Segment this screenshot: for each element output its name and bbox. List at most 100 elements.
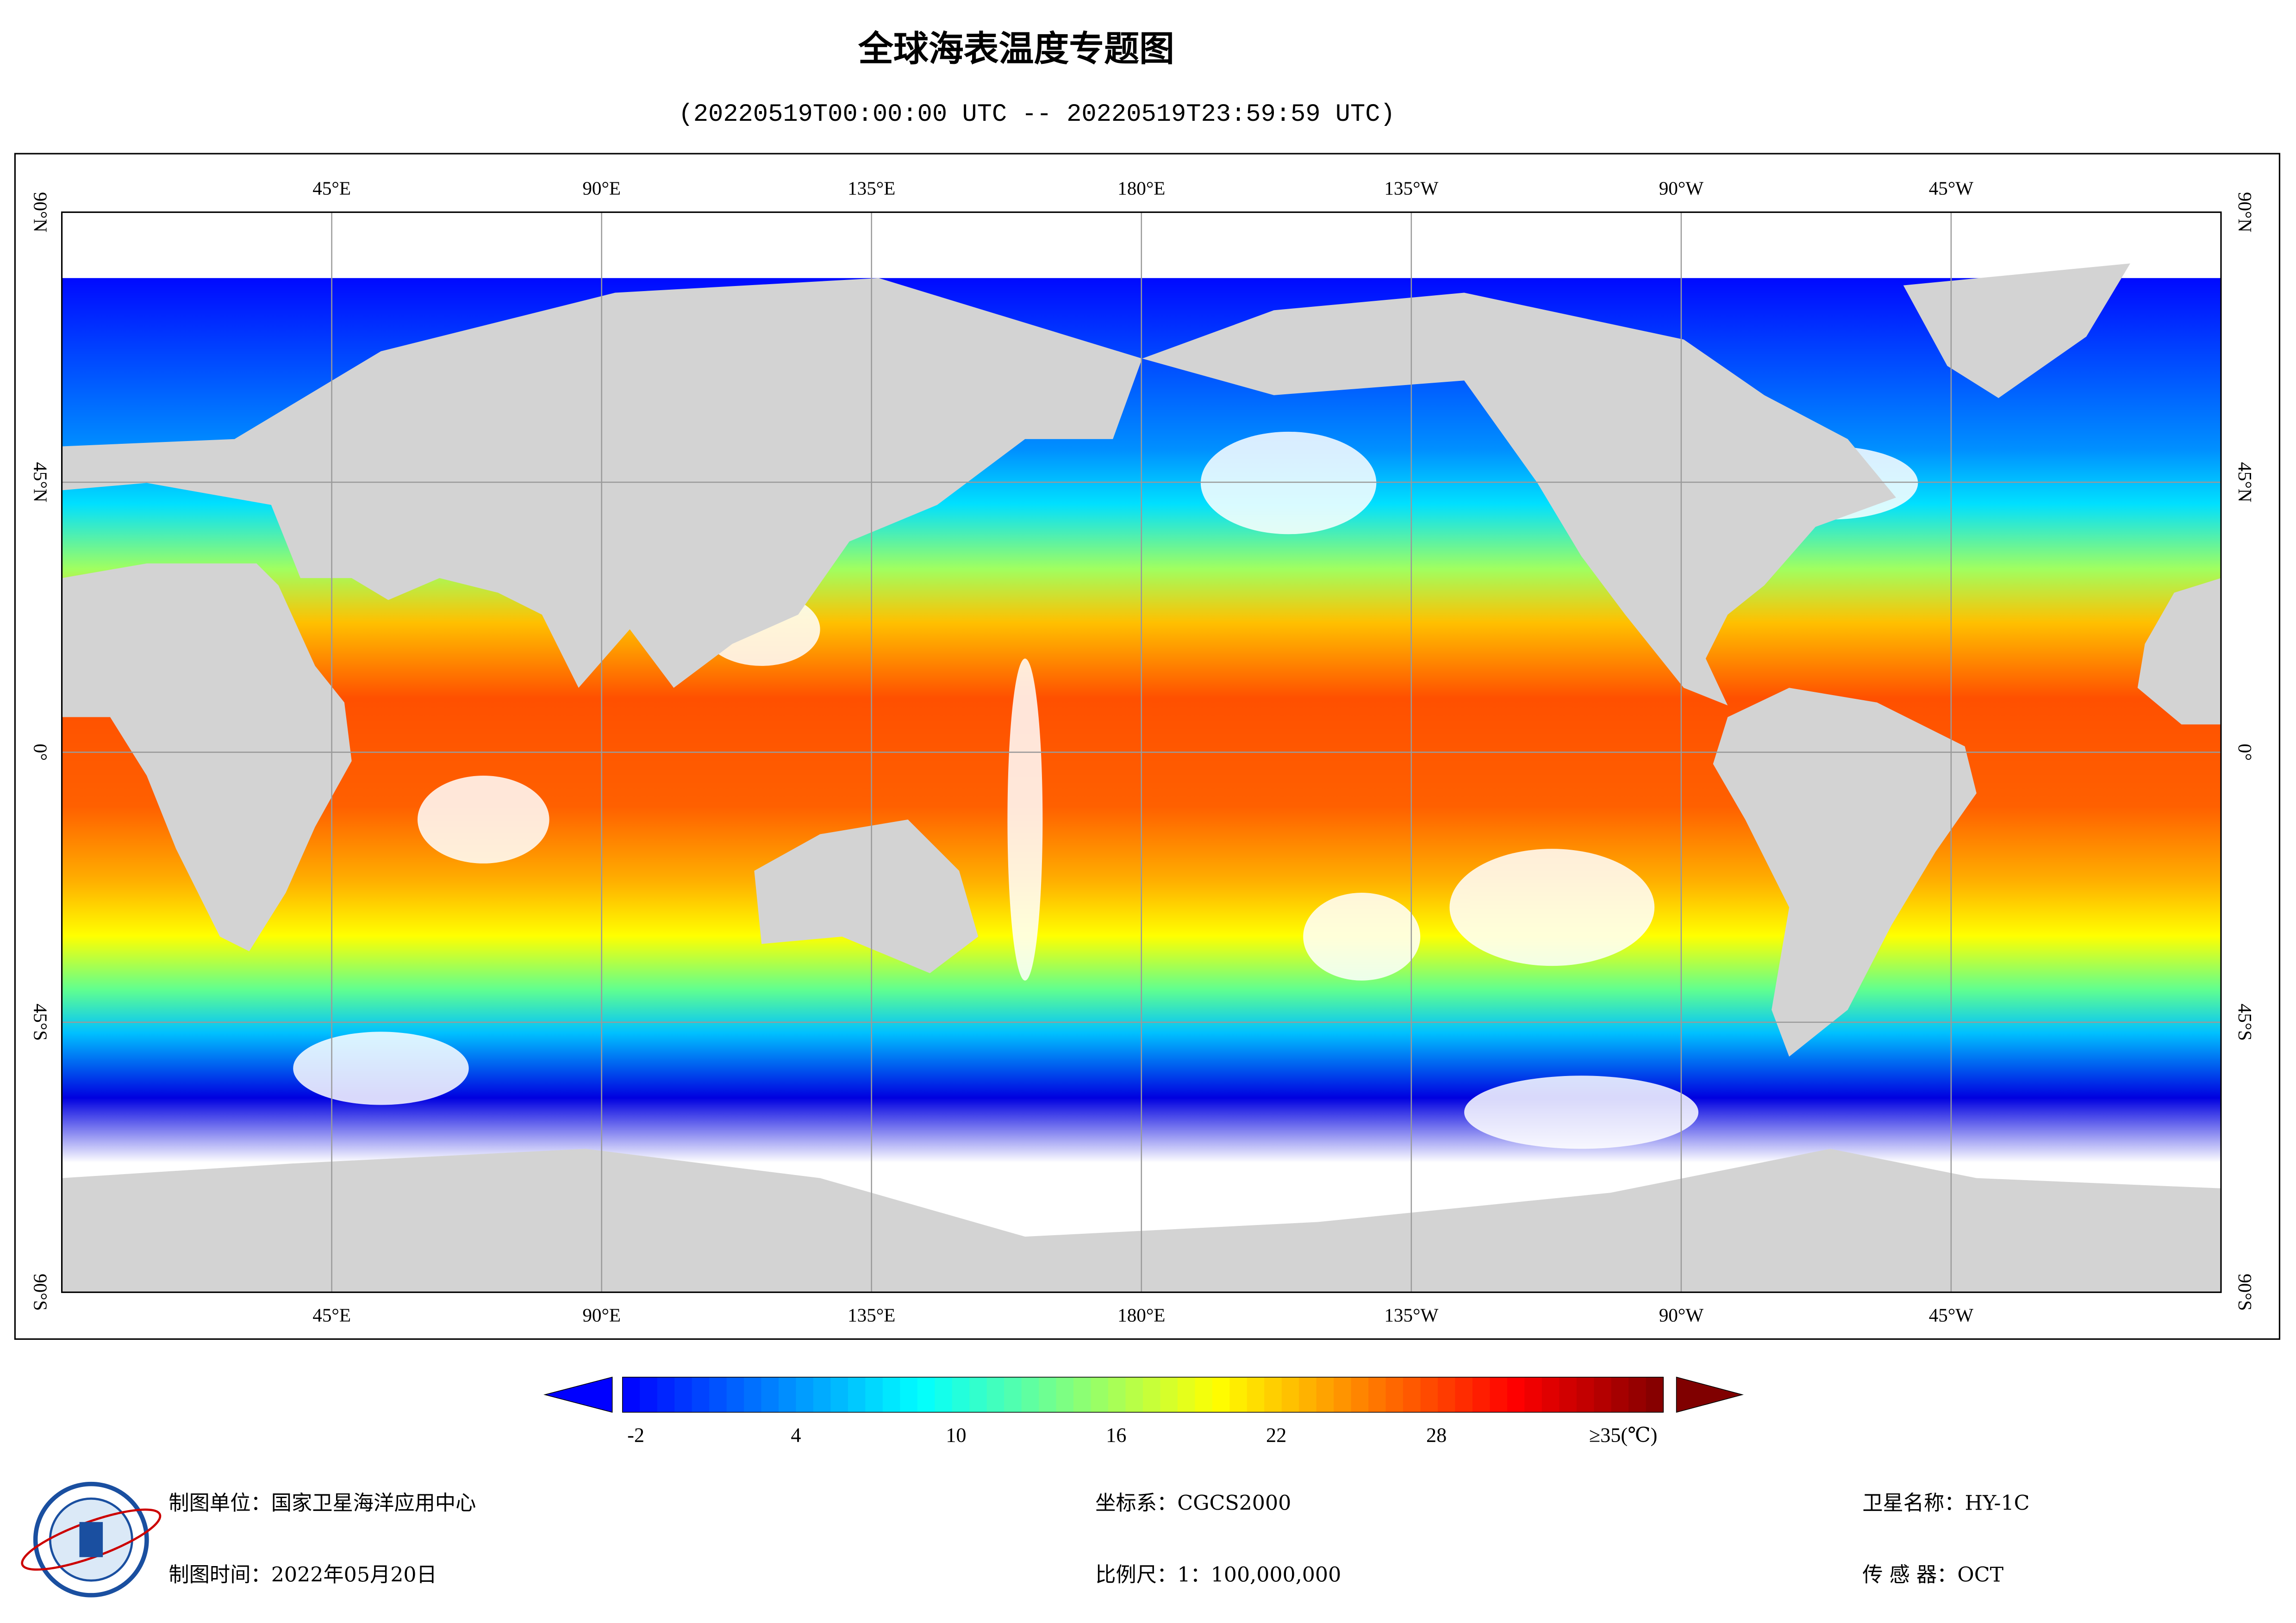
- colorbar-cell: [657, 1377, 675, 1412]
- colorbar-cell: [640, 1377, 658, 1412]
- lon-label-bottom: 45°W: [1929, 1305, 1974, 1326]
- subtitle: (20220519T00:00:00 UTC -- 20220519T23:59…: [679, 100, 1395, 129]
- greenland: [1903, 263, 2130, 398]
- lon-label-bottom: 45°E: [312, 1305, 351, 1326]
- colorbar-cell: [1195, 1377, 1213, 1412]
- colorbar-cell: [1160, 1377, 1178, 1412]
- colorbar-cell: [1385, 1377, 1404, 1412]
- colorbar-cell: [1646, 1377, 1664, 1412]
- australia: [754, 819, 979, 973]
- colorbar-cell: [1316, 1377, 1335, 1412]
- lon-label-top: 90°W: [1659, 178, 1704, 199]
- logo: [21, 1481, 162, 1598]
- colorbar-cell: [1073, 1377, 1092, 1412]
- west-africa: [2137, 578, 2221, 725]
- footer-scale: 比例尺：1：100,000,000: [1095, 1563, 1341, 1586]
- lon-label-bottom: 135°W: [1384, 1305, 1438, 1326]
- colorbar-cell: [1455, 1377, 1473, 1412]
- footer-date: 制图时间：2022年05月20日: [168, 1563, 437, 1586]
- colorbar-cell: [1628, 1377, 1647, 1412]
- colorbar-cell: [1403, 1377, 1421, 1412]
- colorbar-cell: [1507, 1377, 1525, 1412]
- south-america: [1713, 688, 1977, 1057]
- colorbar-cell: [1125, 1377, 1143, 1412]
- lat-label-right: 45°S: [2234, 1004, 2256, 1041]
- colorbar-cell: [796, 1377, 814, 1412]
- colorbar-cell: [952, 1377, 970, 1412]
- colorbar-cell: [1039, 1377, 1057, 1412]
- colorbar-cell: [1611, 1377, 1629, 1412]
- colorbar-tick-label: 4: [791, 1424, 801, 1447]
- colorbar-high-arrow: [1676, 1376, 1744, 1413]
- colorbar-cell: [900, 1377, 918, 1412]
- map-border: [61, 211, 2222, 1293]
- colorbar-cell: [1368, 1377, 1386, 1412]
- colorbar-cell: [1247, 1377, 1265, 1412]
- colorbar-cell: [692, 1377, 710, 1412]
- colorbar-cell: [1056, 1377, 1074, 1412]
- colorbar-cell: [1594, 1377, 1612, 1412]
- colorbar-cell: [1281, 1377, 1300, 1412]
- map-frame: [14, 153, 2281, 1340]
- colorbar-cell: [761, 1377, 779, 1412]
- colorbar-tick-label: -2: [627, 1424, 644, 1447]
- colorbar-cell: [726, 1377, 744, 1412]
- colorbar-cell: [709, 1377, 727, 1412]
- colorbar-cell: [1177, 1377, 1196, 1412]
- lon-label-top: 45°E: [312, 178, 351, 199]
- colorbar-tick-label: ≥35(℃): [1589, 1424, 1658, 1447]
- lon-label-bottom: 90°E: [582, 1305, 621, 1326]
- colorbar-cell: [1559, 1377, 1577, 1412]
- north-america: [1142, 292, 1896, 706]
- colorbar-cell: [1229, 1377, 1248, 1412]
- lat-label-right: 90°N: [2234, 192, 2256, 232]
- footer-sensor: 传 感 器：OCT: [1862, 1563, 2003, 1586]
- colorbar-cell: [1472, 1377, 1491, 1412]
- colorbar-cell: [882, 1377, 901, 1412]
- colorbar-cell: [1091, 1377, 1109, 1412]
- colorbar-cell: [744, 1377, 762, 1412]
- footer-unit: 制图单位：国家卫星海洋应用中心: [168, 1491, 476, 1515]
- lon-label-bottom: 90°W: [1659, 1305, 1704, 1326]
- footer-satellite: 卫星名称：HY-1C: [1862, 1491, 2029, 1515]
- title: 全球海表温度专题图: [858, 29, 1174, 69]
- colorbar-cell: [830, 1377, 849, 1412]
- colorbar-cell: [1541, 1377, 1560, 1412]
- colorbar-cell: [622, 1377, 641, 1412]
- colorbar-cell: [1334, 1377, 1352, 1412]
- lon-label-top: 90°E: [582, 178, 621, 199]
- lat-label-left: 90°S: [30, 1274, 51, 1311]
- colorbar-outline: [622, 1376, 1664, 1413]
- lat-label-left: 45°S: [30, 1004, 51, 1041]
- colorbar-tick-label: 28: [1426, 1424, 1447, 1447]
- colorbar-cell: [969, 1377, 987, 1412]
- lon-label-bottom: 135°E: [848, 1305, 895, 1326]
- lon-label-bottom: 180°E: [1117, 1305, 1165, 1326]
- colorbar-cell: [1142, 1377, 1161, 1412]
- lon-label-top: 135°W: [1384, 178, 1438, 199]
- colorbar-cell: [1264, 1377, 1282, 1412]
- lat-label-right: 90°S: [2234, 1274, 2256, 1311]
- colorbar-cell: [1212, 1377, 1230, 1412]
- cloud-gaps: [293, 431, 1918, 1149]
- colorbar-tick-label: 22: [1266, 1424, 1286, 1447]
- colorbar-cell: [813, 1377, 831, 1412]
- colorbar-cell: [986, 1377, 1005, 1412]
- colorbar-cell: [865, 1377, 883, 1412]
- lon-label-top: 180°E: [1117, 178, 1165, 199]
- colorbar-cell: [778, 1377, 797, 1412]
- colorbar-cell: [1351, 1377, 1369, 1412]
- colorbar-cell: [935, 1377, 953, 1412]
- footer-crs: 坐标系：CGCS2000: [1095, 1491, 1291, 1515]
- colorbar-cell: [1576, 1377, 1595, 1412]
- lat-label-left: 0°: [30, 744, 51, 761]
- colorbar-cell: [1524, 1377, 1542, 1412]
- colorbar-low-arrow: [543, 1376, 613, 1413]
- lat-label-right: 45°N: [2234, 462, 2256, 502]
- colorbar-tick-label: 16: [1106, 1424, 1126, 1447]
- colorbar-tick-label: 10: [946, 1424, 966, 1447]
- lon-label-top: 45°W: [1929, 178, 1974, 199]
- lat-label-right: 0°: [2234, 744, 2256, 761]
